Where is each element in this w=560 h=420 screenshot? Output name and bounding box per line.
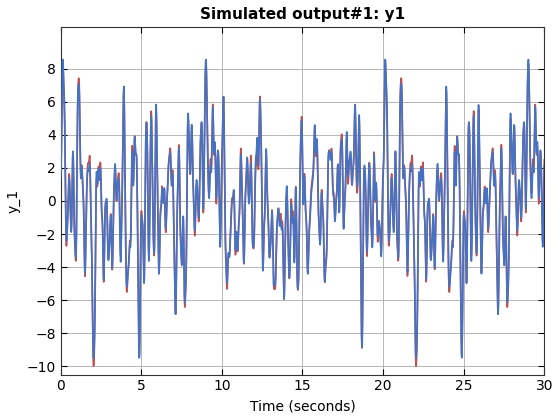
Nominal xyxy=(57,170,64,175)
Line: Nominal: Nominal xyxy=(60,61,544,366)
y1 xyxy=(541,163,548,168)
Nominal xyxy=(413,364,419,369)
Title: Simulated output#1: y1: Simulated output#1: y1 xyxy=(200,7,405,22)
Nominal xyxy=(141,265,148,270)
Nominal xyxy=(264,185,270,190)
Nominal xyxy=(480,207,487,212)
Nominal xyxy=(382,59,389,64)
X-axis label: Time (seconds): Time (seconds) xyxy=(250,399,356,413)
y1 xyxy=(532,106,539,111)
y1 xyxy=(57,176,64,181)
y1 xyxy=(243,173,250,178)
y1 xyxy=(141,252,148,257)
y1 xyxy=(382,57,389,62)
Nominal xyxy=(242,181,249,186)
Y-axis label: y_1: y_1 xyxy=(7,189,21,213)
Nominal xyxy=(541,158,548,163)
y1 xyxy=(480,210,487,215)
Line: y1: y1 xyxy=(60,59,544,358)
y1 xyxy=(113,183,119,188)
y1 xyxy=(90,356,97,361)
Nominal xyxy=(532,102,539,108)
y1 xyxy=(264,187,270,192)
Nominal xyxy=(113,181,119,186)
